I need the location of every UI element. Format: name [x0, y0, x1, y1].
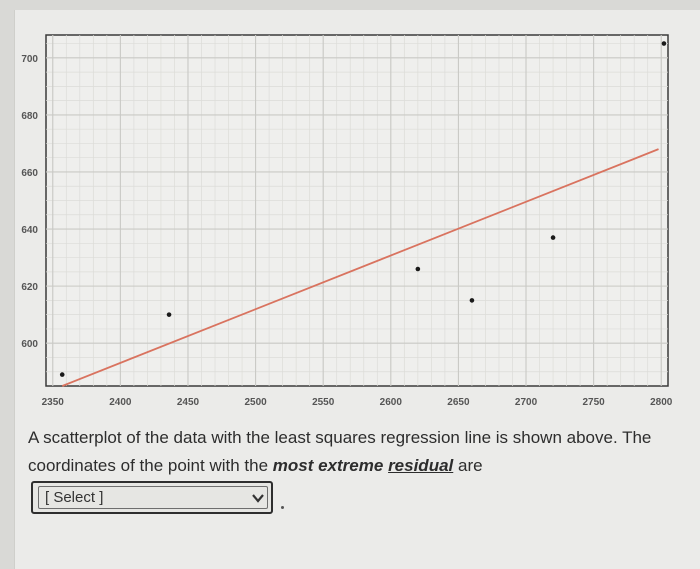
x-tick-label: 2400 [109, 397, 132, 408]
y-tick-label: 620 [21, 282, 38, 293]
answer-select-focus-ring [38, 486, 268, 509]
question-text-part1: A scatterplot of the data with the least… [28, 428, 652, 475]
data-point [469, 298, 475, 303]
x-tick-label: 2550 [312, 397, 335, 408]
data-point [661, 41, 667, 46]
y-tick-label: 600 [21, 339, 38, 350]
plot-frame [45, 34, 669, 387]
x-tick-label: 2750 [583, 397, 606, 408]
regression-line [61, 148, 659, 387]
x-axis-ticks: 2350 2400 2450 2500 2550 2600 2650 2700 2750 2800 [42, 397, 673, 408]
chevron-down-icon [252, 494, 264, 503]
y-axis-ticks: 600 620 640 660 680 700 [21, 54, 38, 350]
question-text: A scatterplot of the data with the least… [28, 424, 693, 480]
data-point [415, 266, 421, 272]
chart-grid [46, 35, 668, 386]
period-mark [281, 506, 284, 509]
x-tick-label: 2650 [447, 397, 470, 408]
question-text-part2: are [453, 456, 483, 475]
x-tick-label: 2350 [42, 397, 65, 408]
x-tick-label: 2500 [244, 397, 267, 408]
question-emphasis-most-extreme: most extreme [272, 456, 384, 475]
y-tick-label: 700 [21, 54, 38, 65]
data-point [550, 235, 556, 240]
answer-select-label: [ Select ] [45, 489, 104, 506]
y-tick-label: 640 [21, 225, 38, 236]
x-tick-label: 2700 [515, 397, 538, 408]
x-tick-label: 2800 [650, 397, 673, 408]
answer-select[interactable]: [ Select ] [31, 481, 273, 514]
question-emphasis-residual: residual [388, 456, 454, 475]
y-tick-label: 660 [21, 168, 38, 179]
y-tick-label: 680 [21, 111, 38, 122]
data-points [59, 41, 667, 377]
x-tick-label: 2600 [380, 397, 403, 408]
data-point [59, 372, 65, 377]
x-tick-label: 2450 [177, 397, 200, 408]
data-point [166, 312, 172, 317]
